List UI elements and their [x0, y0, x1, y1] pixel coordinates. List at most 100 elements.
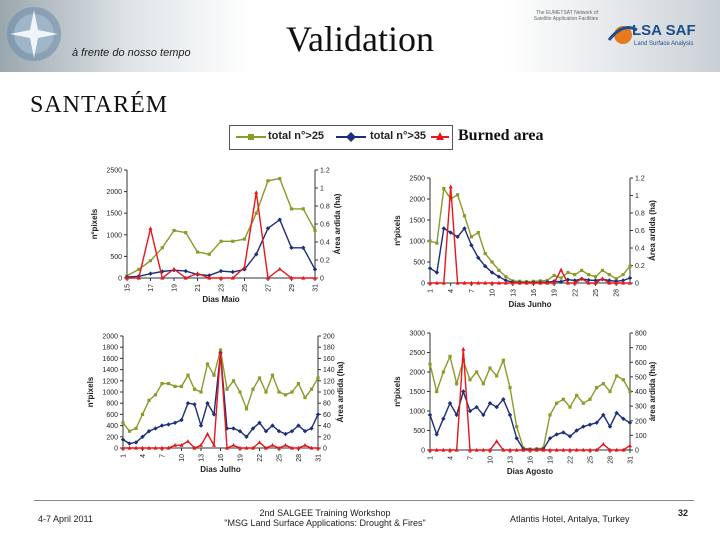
- y-tick-label: 2500: [409, 350, 425, 357]
- data-point-total-n-25: [559, 276, 563, 280]
- y-tick-label: 1000: [106, 232, 122, 239]
- data-point-total-n-35: [441, 416, 446, 421]
- y-tick-label: 0: [114, 446, 118, 453]
- y2-tick-label: 1.2: [320, 168, 330, 175]
- data-point-burned-area: [153, 445, 158, 450]
- y2-tick-label: 0: [635, 448, 639, 455]
- data-point-total-n-25: [212, 373, 216, 377]
- data-point-burned-area: [290, 445, 294, 450]
- partner-note: The EUMETSAT Network of Satellite Applic…: [533, 10, 598, 22]
- header-banner: [0, 0, 720, 72]
- data-point-total-n-35: [448, 230, 453, 235]
- data-point-total-n-35: [627, 420, 633, 425]
- data-point-total-n-25: [490, 260, 494, 264]
- data-point-total-n-25: [192, 387, 197, 391]
- footer-date: 4-7 April 2011: [38, 514, 93, 524]
- data-point-total-n-25: [508, 386, 512, 390]
- data-point-burned-area: [434, 280, 439, 285]
- x-axis-title: Dias Agosto: [507, 467, 553, 476]
- data-point-total-n-25: [160, 382, 164, 386]
- data-point-total-n-25: [483, 252, 487, 256]
- data-point-total-n-25: [497, 268, 501, 272]
- data-point-burned-area: [316, 445, 320, 450]
- x-tick-label: 29: [289, 284, 296, 292]
- data-point-burned-area: [607, 280, 612, 285]
- x-tick-label: 31: [316, 454, 323, 462]
- data-point-burned-area: [125, 275, 129, 280]
- data-point-total-n-25: [231, 239, 235, 243]
- data-point-burned-area: [601, 441, 606, 446]
- data-point-total-n-35: [461, 389, 466, 394]
- x-tick-label: 17: [148, 284, 155, 292]
- y2-tick-label: 0.8: [635, 211, 645, 218]
- data-point-total-n-35: [487, 401, 493, 406]
- data-point-total-n-25: [449, 197, 453, 201]
- data-point-total-n-35: [474, 404, 479, 410]
- data-point-total-n-35: [312, 267, 318, 272]
- data-point-total-n-25: [501, 358, 505, 362]
- y2-tick-label: 60: [323, 412, 331, 419]
- data-point-burned-area: [231, 443, 236, 447]
- data-point-total-n-35: [148, 271, 153, 276]
- data-point-total-n-25: [121, 421, 125, 425]
- data-point-burned-area: [173, 443, 177, 447]
- data-point-total-n-25: [615, 374, 619, 378]
- data-point-total-n-35: [441, 226, 446, 231]
- x-tick-label: 4: [448, 456, 455, 460]
- y-tick-label: 0: [421, 448, 425, 455]
- y-tick-label: 0: [421, 281, 425, 288]
- data-point-burned-area: [148, 226, 153, 231]
- x-tick-label: 19: [172, 284, 179, 292]
- data-point-total-n-25: [461, 358, 465, 362]
- y-tick-label: 500: [413, 428, 425, 435]
- data-point-total-n-25: [231, 379, 236, 383]
- y2-tick-label: 0.4: [320, 240, 330, 247]
- data-point-total-n-35: [427, 412, 433, 418]
- data-point-burned-area: [172, 266, 176, 271]
- x-tick-label: 13: [199, 454, 206, 462]
- series-line-total-n-25: [126, 177, 316, 277]
- data-point-burned-area: [289, 275, 294, 280]
- data-point-total-n-25: [148, 259, 153, 263]
- data-point-burned-area: [554, 447, 559, 452]
- data-point-total-n-35: [607, 424, 613, 429]
- data-point-burned-area: [559, 267, 564, 272]
- x-tick-label: 4: [448, 289, 455, 293]
- series-line-burned-area: [430, 349, 631, 451]
- data-point-total-n-25: [475, 370, 479, 374]
- data-point-total-n-25: [515, 425, 519, 429]
- data-point-total-n-35: [277, 217, 282, 222]
- data-point-total-n-35: [211, 412, 217, 417]
- y-tick-label: 3000: [409, 331, 425, 338]
- x-tick-label: 28: [614, 289, 621, 297]
- data-point-total-n-25: [270, 373, 275, 377]
- data-point-total-n-25: [435, 389, 439, 394]
- data-point-total-n-35: [614, 410, 619, 416]
- data-point-total-n-35: [254, 252, 259, 257]
- data-point-total-n-35: [447, 401, 453, 406]
- data-point-total-n-35: [301, 245, 306, 250]
- x-tick-label: 31: [628, 456, 635, 464]
- data-point-burned-area: [574, 447, 579, 452]
- data-point-total-n-25: [278, 177, 282, 181]
- data-point-total-n-25: [595, 386, 599, 390]
- data-point-total-n-25: [555, 401, 559, 405]
- data-point-burned-area: [462, 280, 467, 285]
- data-point-total-n-25: [628, 389, 632, 394]
- data-point-burned-area: [501, 447, 506, 452]
- data-point-burned-area: [494, 439, 499, 443]
- data-point-total-n-35: [185, 401, 191, 406]
- data-point-total-n-35: [507, 412, 513, 418]
- data-point-total-n-35: [263, 429, 269, 434]
- data-point-total-n-35: [179, 417, 184, 423]
- legend-marker-n25: [248, 134, 254, 140]
- legend-label-n25: total n°>25: [268, 130, 325, 142]
- y2-tick-label: 160: [323, 356, 335, 363]
- footer-workshop-line2: "MSG Land Surface Applications: Drought …: [224, 518, 426, 528]
- data-point-total-n-35: [454, 412, 459, 418]
- chart-may: 0 500 1000 1500 2000 2500 0 0.2 0.4 0.6 0.8 1 1.2 15 1…: [90, 168, 342, 305]
- data-point-total-n-35: [120, 437, 126, 442]
- y2-tick-label: 100: [635, 433, 647, 440]
- data-point-burned-area: [160, 275, 165, 280]
- data-point-total-n-25: [207, 252, 211, 256]
